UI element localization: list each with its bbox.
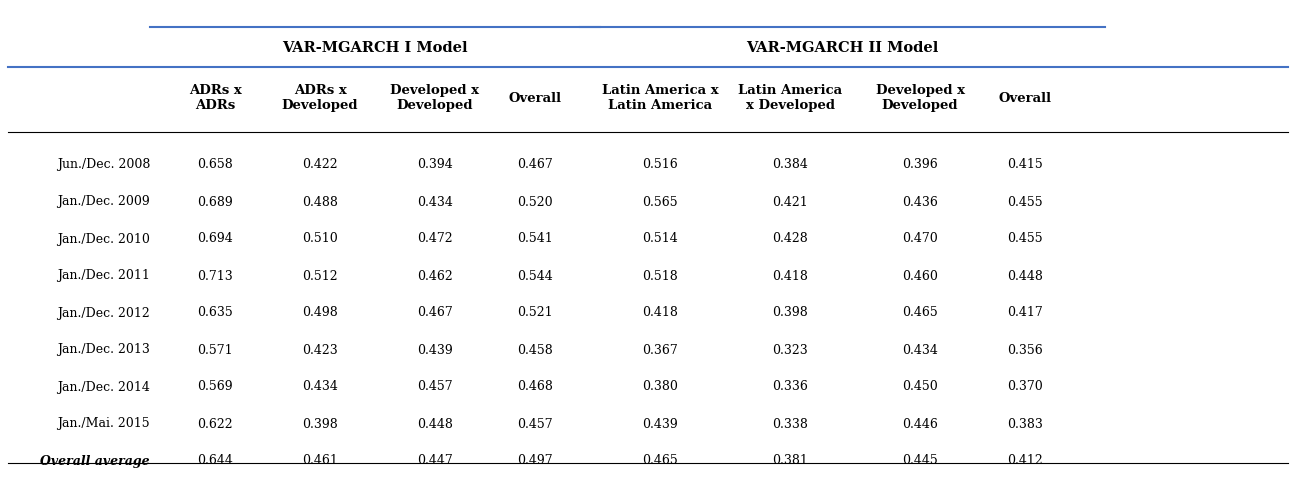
Text: 0.380: 0.380 [642, 380, 678, 393]
Text: 0.445: 0.445 [902, 454, 938, 467]
Text: 0.439: 0.439 [417, 343, 452, 356]
Text: 0.417: 0.417 [1007, 306, 1043, 319]
Text: 0.398: 0.398 [772, 306, 807, 319]
Text: 0.370: 0.370 [1007, 380, 1043, 393]
Text: Latin America
x Developed: Latin America x Developed [737, 84, 842, 112]
Text: 0.569: 0.569 [197, 380, 233, 393]
Text: 0.565: 0.565 [643, 195, 678, 208]
Text: 0.381: 0.381 [772, 454, 807, 467]
Text: 0.465: 0.465 [902, 306, 938, 319]
Text: 0.422: 0.422 [302, 158, 338, 171]
Text: Overall: Overall [998, 91, 1051, 104]
Text: 0.428: 0.428 [772, 232, 807, 245]
Text: 0.521: 0.521 [517, 306, 553, 319]
Text: 0.498: 0.498 [302, 306, 338, 319]
Text: 0.465: 0.465 [642, 454, 678, 467]
Text: 0.323: 0.323 [772, 343, 807, 356]
Text: 0.467: 0.467 [517, 158, 553, 171]
Text: 0.450: 0.450 [902, 380, 938, 393]
Text: Jan./Mai. 2015: Jan./Mai. 2015 [57, 417, 150, 430]
Text: Jan./Dec. 2010: Jan./Dec. 2010 [57, 232, 150, 245]
Text: 0.694: 0.694 [197, 232, 233, 245]
Text: 0.415: 0.415 [1007, 158, 1043, 171]
Text: 0.457: 0.457 [417, 380, 452, 393]
Text: Jan./Dec. 2014: Jan./Dec. 2014 [57, 380, 150, 393]
Text: Overall: Overall [508, 91, 561, 104]
Text: 0.338: 0.338 [772, 417, 807, 430]
Text: Jan./Dec. 2012: Jan./Dec. 2012 [57, 306, 150, 319]
Text: 0.467: 0.467 [417, 306, 452, 319]
Text: Jan./Dec. 2013: Jan./Dec. 2013 [57, 343, 150, 356]
Text: 0.421: 0.421 [772, 195, 807, 208]
Text: ADRs x
Developed: ADRs x Developed [281, 84, 358, 112]
Text: 0.448: 0.448 [417, 417, 452, 430]
Text: 0.434: 0.434 [302, 380, 338, 393]
Text: 0.461: 0.461 [302, 454, 338, 467]
Text: 0.446: 0.446 [902, 417, 938, 430]
Text: 0.436: 0.436 [902, 195, 938, 208]
Text: 0.383: 0.383 [1007, 417, 1043, 430]
Text: Latin America x
Latin America: Latin America x Latin America [601, 84, 718, 112]
Text: 0.367: 0.367 [642, 343, 678, 356]
Text: 0.516: 0.516 [642, 158, 678, 171]
Text: Jan./Dec. 2009: Jan./Dec. 2009 [57, 195, 150, 208]
Text: Jan./Dec. 2011: Jan./Dec. 2011 [57, 269, 150, 282]
Text: 0.462: 0.462 [417, 269, 452, 282]
Text: 0.644: 0.644 [197, 454, 233, 467]
Text: 0.520: 0.520 [517, 195, 553, 208]
Text: 0.541: 0.541 [517, 232, 553, 245]
Text: 0.472: 0.472 [417, 232, 452, 245]
Text: 0.658: 0.658 [197, 158, 233, 171]
Text: Developed x
Developed: Developed x Developed [876, 84, 964, 112]
Text: 0.518: 0.518 [642, 269, 678, 282]
Text: 0.412: 0.412 [1007, 454, 1043, 467]
Text: 0.689: 0.689 [197, 195, 233, 208]
Text: 0.635: 0.635 [197, 306, 233, 319]
Text: 0.514: 0.514 [642, 232, 678, 245]
Text: 0.470: 0.470 [902, 232, 938, 245]
Text: 0.418: 0.418 [772, 269, 807, 282]
Text: 0.488: 0.488 [302, 195, 338, 208]
Text: 0.468: 0.468 [517, 380, 553, 393]
Text: VAR-MGARCH II Model: VAR-MGARCH II Model [746, 41, 938, 55]
Text: 0.455: 0.455 [1007, 195, 1043, 208]
Text: 0.398: 0.398 [302, 417, 338, 430]
Text: 0.336: 0.336 [772, 380, 807, 393]
Text: 0.356: 0.356 [1007, 343, 1043, 356]
Text: 0.434: 0.434 [902, 343, 938, 356]
Text: 0.544: 0.544 [517, 269, 553, 282]
Text: 0.510: 0.510 [302, 232, 338, 245]
Text: Jun./Dec. 2008: Jun./Dec. 2008 [57, 158, 150, 171]
Text: 0.439: 0.439 [642, 417, 678, 430]
Text: 0.423: 0.423 [302, 343, 338, 356]
Text: 0.713: 0.713 [197, 269, 233, 282]
Text: 0.460: 0.460 [902, 269, 938, 282]
Text: 0.458: 0.458 [517, 343, 553, 356]
Text: 0.448: 0.448 [1007, 269, 1043, 282]
Text: 0.447: 0.447 [417, 454, 452, 467]
Text: 0.457: 0.457 [517, 417, 553, 430]
Text: 0.394: 0.394 [417, 158, 452, 171]
Text: 0.418: 0.418 [642, 306, 678, 319]
Text: 0.396: 0.396 [902, 158, 938, 171]
Text: 0.384: 0.384 [772, 158, 807, 171]
Text: Overall average: Overall average [40, 454, 150, 467]
Text: 0.434: 0.434 [417, 195, 452, 208]
Text: VAR-MGARCH I Model: VAR-MGARCH I Model [283, 41, 468, 55]
Text: 0.455: 0.455 [1007, 232, 1043, 245]
Text: 0.512: 0.512 [302, 269, 338, 282]
Text: 0.622: 0.622 [197, 417, 233, 430]
Text: Developed x
Developed: Developed x Developed [390, 84, 480, 112]
Text: 0.497: 0.497 [517, 454, 553, 467]
Text: ADRs x
ADRs: ADRs x ADRs [189, 84, 241, 112]
Text: 0.571: 0.571 [197, 343, 233, 356]
